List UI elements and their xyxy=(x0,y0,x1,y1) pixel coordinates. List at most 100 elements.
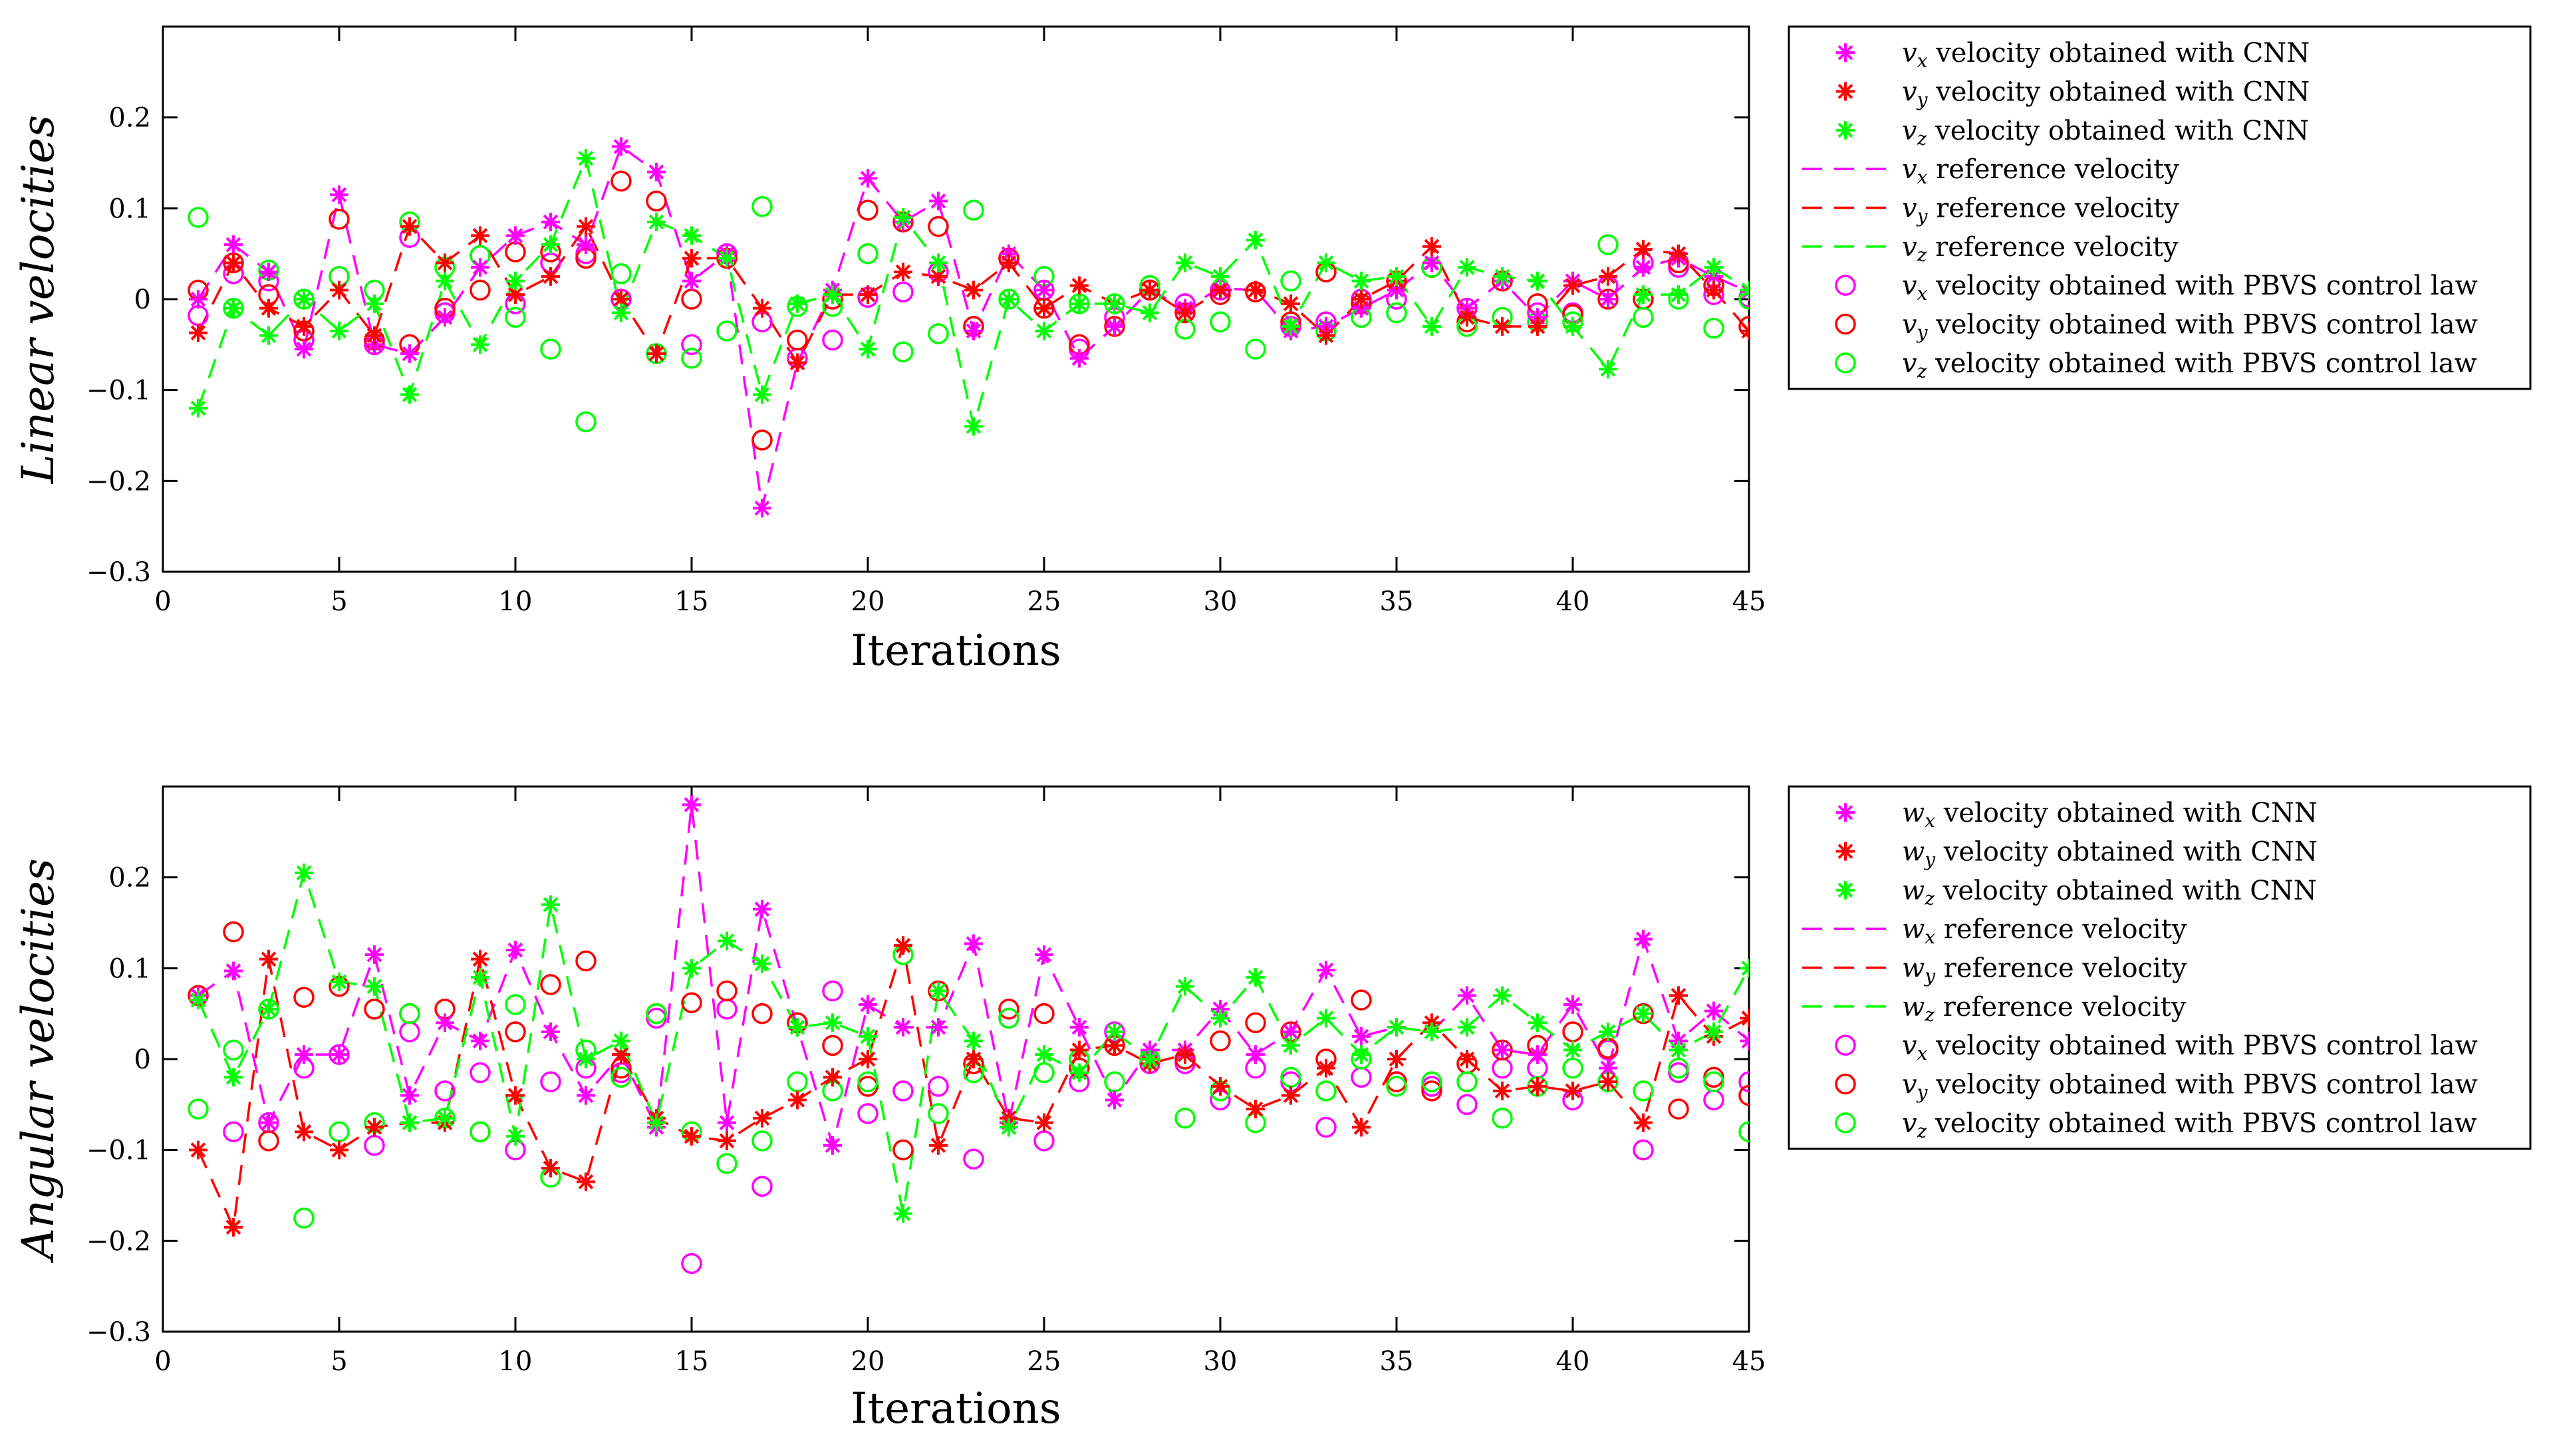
data-point xyxy=(1281,317,1300,336)
data-point xyxy=(998,1007,1019,1029)
data-point xyxy=(1563,276,1582,295)
data-point xyxy=(610,170,632,192)
data-point xyxy=(753,900,771,919)
data-point xyxy=(330,972,348,991)
data-point xyxy=(575,950,597,972)
data-point xyxy=(506,1086,525,1105)
data-point xyxy=(1246,281,1265,300)
legend-circle-icon xyxy=(1835,352,1856,374)
data-point xyxy=(1458,1050,1476,1068)
data-point xyxy=(471,968,489,987)
data-point xyxy=(541,212,560,231)
legend-label: vy reference velocity xyxy=(1902,193,2179,227)
x-tick-label: 0 xyxy=(154,586,171,617)
data-point xyxy=(1740,321,1749,340)
data-point xyxy=(400,1113,419,1132)
data-point xyxy=(189,290,207,308)
data-point xyxy=(295,1045,313,1064)
legend-star-icon xyxy=(1836,880,1855,900)
data-point xyxy=(928,1076,949,1097)
legend-circle-icon xyxy=(1835,1073,1856,1095)
data-point xyxy=(1246,1045,1265,1064)
data-point xyxy=(612,137,630,156)
data-point xyxy=(1140,281,1159,300)
data-point xyxy=(1563,1081,1582,1100)
data-point xyxy=(1317,1058,1335,1078)
data-point xyxy=(1738,289,1749,310)
data-point xyxy=(892,341,914,363)
data-point xyxy=(1528,317,1547,336)
data-point xyxy=(892,281,914,303)
data-point xyxy=(928,323,949,344)
data-point xyxy=(1352,1045,1371,1064)
data-point xyxy=(1140,303,1159,322)
data-point xyxy=(1563,995,1582,1014)
data-point xyxy=(330,281,348,300)
data-point xyxy=(1140,1050,1159,1068)
data-point xyxy=(189,1140,207,1159)
y-tick-label: 0.1 xyxy=(108,953,151,984)
data-point xyxy=(1669,244,1688,263)
data-point xyxy=(505,994,526,1015)
data-point xyxy=(788,1090,807,1110)
data-point xyxy=(541,895,560,914)
x-axis-title: Iterations xyxy=(851,1384,1061,1433)
data-point xyxy=(1387,1018,1406,1037)
data-point xyxy=(1597,234,1619,255)
data-point xyxy=(1070,348,1089,368)
data-point xyxy=(1740,281,1749,300)
data-point xyxy=(540,338,561,360)
data-point xyxy=(1456,1071,1478,1092)
data-point xyxy=(224,961,243,981)
data-point xyxy=(1492,1108,1513,1129)
y-tick-label: −0.3 xyxy=(86,557,151,588)
data-point xyxy=(1599,360,1617,379)
data-point xyxy=(471,258,489,277)
data-point xyxy=(224,299,243,318)
data-point xyxy=(822,329,843,351)
data-point xyxy=(718,1132,736,1150)
data-point xyxy=(964,1031,983,1050)
data-point xyxy=(1386,302,1407,324)
data-point xyxy=(1176,977,1194,996)
data-point xyxy=(822,980,843,1002)
data-point xyxy=(436,1013,454,1032)
data-point xyxy=(259,949,278,969)
data-point xyxy=(1035,299,1053,318)
data-point xyxy=(1317,961,1335,980)
data-point xyxy=(892,1080,914,1102)
legend-star-icon xyxy=(1836,43,1855,62)
data-point xyxy=(436,253,454,273)
data-point xyxy=(330,1140,348,1159)
data-point xyxy=(1704,281,1723,300)
data-point xyxy=(1211,1009,1230,1028)
data-point xyxy=(1456,1094,1478,1116)
data-point xyxy=(859,1050,877,1068)
data-point xyxy=(1176,1045,1194,1064)
data-point xyxy=(365,945,384,964)
data-point xyxy=(400,217,419,236)
data-point xyxy=(506,226,525,245)
legend-entry: vy velocity obtained with CNN xyxy=(1836,77,2310,111)
data-point xyxy=(1740,1031,1749,1050)
data-point xyxy=(647,162,666,182)
data-point xyxy=(892,1139,914,1161)
data-point xyxy=(1458,1018,1476,1037)
data-point xyxy=(1352,271,1371,291)
data-point xyxy=(223,1039,244,1061)
data-point xyxy=(1633,1080,1654,1102)
data-point xyxy=(1633,1139,1654,1161)
data-point xyxy=(436,271,454,291)
data-point xyxy=(540,974,561,995)
data-point xyxy=(1070,276,1089,295)
data-point xyxy=(436,308,454,327)
legend-entry: wy reference velocity xyxy=(1802,953,2187,987)
data-point xyxy=(1035,1045,1053,1064)
y-axis-title: Angular velocities xyxy=(13,858,64,1264)
data-point xyxy=(1738,1071,1749,1092)
legend-entry: vy velocity obtained with PBVS control l… xyxy=(1835,1070,2478,1104)
series-vz-cnn xyxy=(189,149,1749,436)
data-point xyxy=(1528,1013,1547,1032)
data-point xyxy=(259,263,278,281)
plot-area xyxy=(188,795,1749,1274)
